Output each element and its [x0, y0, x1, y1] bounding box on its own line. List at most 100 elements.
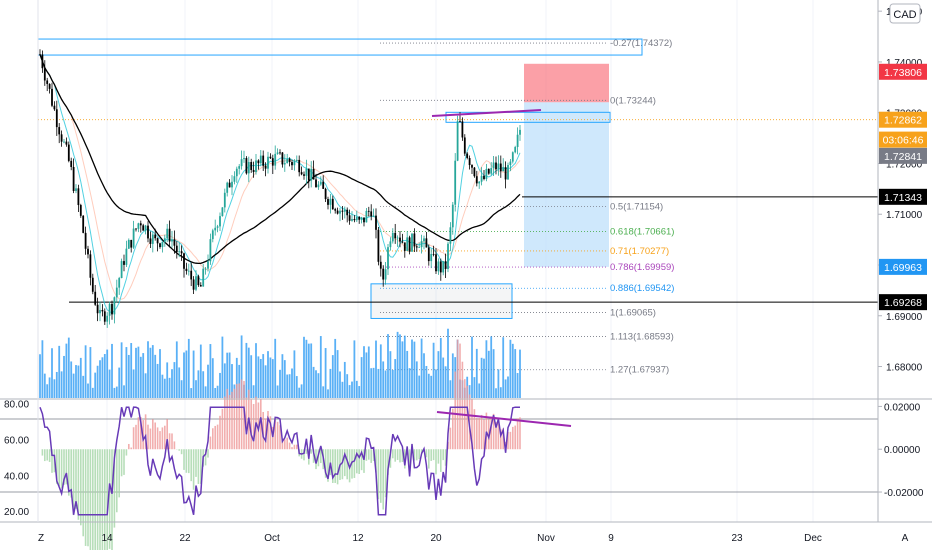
histogram-bar: [416, 449, 418, 460]
volume-bar: [181, 380, 183, 398]
candle-body: [147, 226, 149, 239]
histogram-bar: [428, 449, 430, 468]
candle-body: [430, 254, 432, 261]
volume-bar: [514, 349, 516, 398]
candle-body: [150, 238, 152, 243]
volume-bar: [433, 343, 435, 398]
candle-body: [246, 158, 248, 173]
volume-bar: [188, 339, 190, 398]
volume-bar: [483, 359, 485, 398]
histogram-bar: [138, 417, 140, 449]
volume-bar: [260, 359, 262, 398]
volume-bar: [399, 334, 401, 398]
candle-body: [255, 160, 257, 172]
timezone-button[interactable]: Z: [38, 533, 44, 544]
candle-body: [250, 162, 252, 170]
candle-body: [459, 121, 461, 122]
price-tick-label: 1.69000: [886, 312, 923, 323]
candle-body: [267, 157, 269, 169]
histogram-bar: [61, 449, 63, 488]
candle-body: [349, 215, 351, 221]
candle-body: [325, 189, 327, 199]
volume-bar: [262, 354, 264, 398]
candle-body: [337, 211, 339, 214]
candle-body: [152, 235, 154, 244]
price-tag-label: 03:06:46: [883, 135, 924, 147]
candle-body: [358, 217, 360, 220]
histogram-bar: [385, 449, 387, 497]
volume-bar: [342, 382, 344, 398]
volume-bar: [92, 388, 94, 398]
volume-bar: [397, 332, 399, 398]
histogram-bar: [296, 445, 298, 450]
time-label: 23: [731, 533, 743, 544]
volume-bar: [109, 370, 111, 398]
candle-body: [406, 237, 408, 250]
volume-bar: [354, 340, 356, 398]
volume-bar: [44, 374, 46, 398]
candle-body: [414, 233, 416, 246]
volume-bar: [414, 342, 416, 398]
volume-bar: [318, 373, 320, 398]
volume-bar: [51, 348, 53, 398]
volume-bar: [274, 339, 276, 398]
histogram-bar: [457, 340, 459, 450]
candle-body: [114, 297, 116, 314]
volume-bar: [392, 370, 394, 398]
candle-body: [272, 158, 274, 165]
volume-bar: [320, 336, 322, 398]
histogram-bar: [440, 449, 442, 472]
candle-body: [339, 211, 341, 214]
histogram-bar: [178, 449, 180, 450]
volume-bar: [430, 376, 432, 398]
candle-body: [70, 161, 72, 167]
candle-body: [354, 219, 356, 220]
histogram-bar: [286, 438, 288, 450]
histogram-bar: [310, 449, 312, 453]
candle-body: [80, 205, 82, 216]
fib-level-label: 0.786(1.69959): [610, 262, 674, 273]
price-tick-label: 1.68000: [886, 363, 923, 374]
volume-bar: [519, 350, 521, 398]
candle-body: [440, 261, 442, 272]
volume-bar: [438, 351, 440, 398]
histogram-bar: [354, 449, 356, 478]
volume-bar: [510, 340, 512, 398]
volume-bar: [322, 386, 324, 398]
time-label: 22: [179, 533, 191, 544]
histogram-bar: [97, 449, 99, 550]
volume-bar: [140, 357, 142, 398]
volume-bar: [128, 355, 130, 398]
histogram-bar: [210, 437, 212, 450]
histogram-bar: [378, 449, 380, 499]
currency-badge[interactable]: CAD: [890, 4, 920, 23]
candle-body: [39, 54, 41, 55]
volume-bar: [198, 370, 200, 398]
histogram-bar: [450, 428, 452, 450]
short-position-tool[interactable]: [524, 64, 609, 267]
volume-bar: [207, 365, 209, 398]
candle-body: [445, 261, 447, 269]
candle-body: [164, 238, 166, 242]
volume-bar: [214, 388, 216, 398]
volume-bar: [440, 338, 442, 398]
volume-bar: [375, 341, 377, 398]
histogram-bar: [44, 449, 46, 461]
histogram-bar: [214, 426, 216, 449]
volume-bar: [68, 338, 70, 398]
auto-scale-button[interactable]: A: [902, 533, 909, 544]
fib-level-label: 0.5(1.71154): [610, 201, 663, 212]
histogram-bar: [94, 449, 96, 550]
volume-bar: [80, 358, 82, 398]
candle-body: [296, 160, 298, 161]
candle-body: [75, 188, 77, 191]
histogram-bar: [58, 449, 60, 486]
candle-body: [483, 176, 485, 179]
candle-body: [106, 316, 108, 322]
osc-left-tick: 60.00: [4, 435, 29, 446]
candle-body: [140, 223, 142, 225]
candle-body: [169, 229, 171, 242]
candle-body: [464, 137, 466, 153]
volume-bar: [366, 352, 368, 398]
